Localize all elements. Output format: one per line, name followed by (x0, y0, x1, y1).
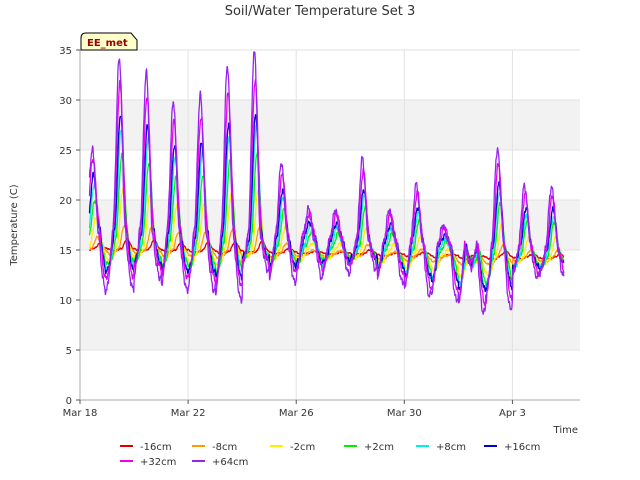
y-tick-label: 5 (66, 346, 72, 357)
series-line-32cm (88, 79, 565, 307)
legend-label: +32cm (140, 457, 176, 468)
ee-met-badge: EE_met (80, 32, 138, 51)
y-tick-label: 10 (59, 296, 72, 307)
y-tick-label: 35 (59, 46, 72, 57)
series-lines (88, 51, 565, 315)
legend-label: -2cm (290, 442, 315, 453)
legend-label: +8cm (436, 442, 466, 453)
x-tick-label: Apr 3 (499, 408, 526, 419)
y-tick-label: 20 (59, 196, 72, 207)
plot-band (80, 300, 580, 350)
x-tick-label: Mar 26 (279, 408, 314, 419)
plot-background (80, 50, 580, 400)
x-axis-label: Time (553, 425, 578, 436)
chart-title: Soil/Water Temperature Set 3 (225, 4, 416, 19)
legend-label: +2cm (364, 442, 394, 453)
ee-met-badge-box (80, 32, 138, 51)
x-axis-ticks: Mar 18 Mar 22 Mar 26 Mar 30 Apr 3 (63, 400, 526, 419)
axes (79, 50, 580, 401)
y-tick-label: 15 (59, 246, 72, 257)
y-axis-label: Temperature (C) (9, 184, 20, 266)
grid-lines (79, 49, 580, 401)
legend-label: -8cm (212, 442, 237, 453)
y-tick-label: 0 (66, 396, 72, 407)
x-tick-label: Mar 22 (171, 408, 206, 419)
plot-band (80, 100, 580, 150)
y-axis-ticks: 0 5 10 15 20 25 30 35 (59, 46, 80, 407)
series-line-64cm (88, 51, 565, 315)
ee-met-badge-label: EE_met (87, 38, 128, 49)
legend-label: +16cm (504, 442, 540, 453)
legend-label: +64cm (212, 457, 248, 468)
x-tick-label: Mar 30 (387, 408, 422, 419)
y-tick-label: 25 (59, 146, 72, 157)
x-tick-label: Mar 18 (63, 408, 98, 419)
y-tick-label: 30 (59, 96, 72, 107)
legend: -16cm -8cm -2cm +2cm +8cm +16cm +32cm +64cm (120, 442, 540, 468)
legend-label: -16cm (140, 442, 172, 453)
